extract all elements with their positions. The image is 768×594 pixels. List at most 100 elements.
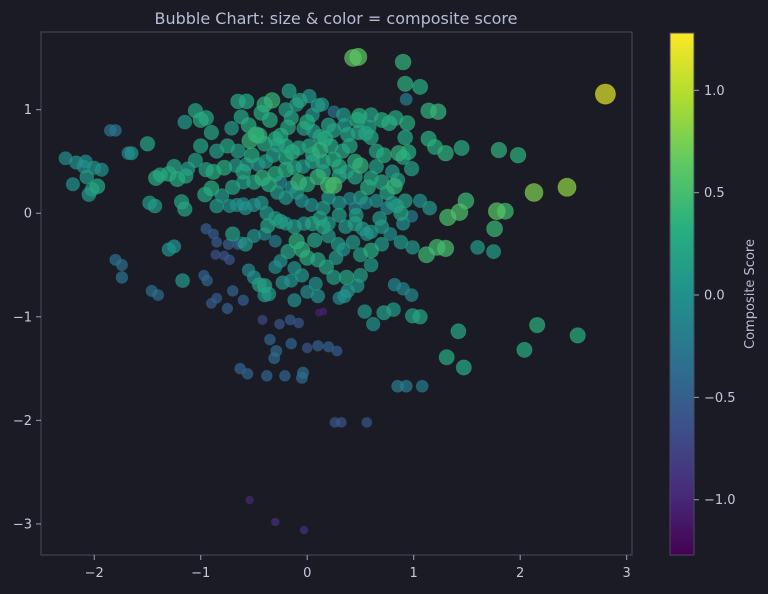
bubble-point [455, 359, 472, 376]
bubble-point [429, 103, 447, 120]
bubble-point [420, 130, 437, 147]
bubble-point [284, 314, 296, 326]
bubble-point [285, 337, 298, 350]
bubble-point [524, 183, 544, 202]
bubble-point [147, 198, 163, 214]
bubble-point [270, 344, 283, 357]
bubble-point [415, 379, 429, 393]
bubble-point [294, 268, 310, 283]
bubble-point [177, 114, 193, 130]
bubble-point [292, 92, 308, 109]
bubble-point [299, 525, 309, 535]
bubble-point [373, 112, 390, 129]
bubble-point [509, 146, 527, 164]
bubble-point [345, 234, 361, 250]
bubble-point [145, 284, 158, 297]
bubble-point [438, 349, 455, 366]
colorbar-label: Composite Score [743, 239, 758, 349]
x-tick-label: −2 [85, 566, 104, 581]
y-tick-label: −2 [13, 414, 32, 429]
bubble-point [363, 242, 380, 259]
bubble-point [94, 162, 109, 177]
bubble-point [315, 218, 331, 235]
bubble-point [161, 242, 177, 257]
bubble-point [375, 147, 392, 164]
bubble-point [260, 217, 276, 234]
bubble-point [347, 216, 363, 232]
bubble-point [296, 366, 310, 379]
bubble-point [203, 124, 220, 141]
bubble-point [211, 292, 223, 304]
bubble-point [257, 314, 268, 325]
bubble-point [399, 115, 416, 132]
bubble-point [238, 236, 253, 252]
bubble-point [490, 141, 508, 159]
bubble-point [263, 92, 281, 109]
bubble-point [487, 202, 506, 221]
bubble-point [147, 169, 164, 186]
bubble-point [359, 179, 376, 196]
bubble-point [225, 226, 241, 242]
bubble-point [308, 276, 323, 291]
bubble-point [453, 139, 470, 156]
bubble-point [275, 275, 291, 290]
bubble-point [341, 137, 358, 154]
bubble-point [314, 308, 323, 317]
bubble-point [369, 193, 384, 208]
bubble-point [241, 367, 254, 380]
bubble-point [299, 114, 316, 131]
bubble-point [320, 117, 337, 133]
bubble-point [393, 205, 409, 221]
bubble-point [311, 141, 329, 159]
bubble-point [237, 294, 250, 306]
bubble-point [403, 160, 420, 177]
bubble-point [272, 213, 289, 230]
bubble-point [357, 304, 373, 319]
bubble-point [205, 163, 222, 180]
bubble-point [281, 83, 297, 99]
bubble-point [391, 379, 405, 393]
bubble-point [270, 517, 280, 527]
bubble-point [264, 333, 276, 346]
bubble-point [412, 193, 428, 209]
bubble-point [238, 93, 255, 110]
bubble-point [318, 259, 335, 275]
bubble-point [268, 234, 282, 248]
bubble-point [352, 157, 369, 174]
bubble-point [450, 323, 467, 340]
bubble-point [349, 47, 368, 66]
bubble-point [397, 129, 414, 146]
bubble-point [224, 179, 241, 196]
bubble-point [376, 305, 392, 321]
bubble-point [200, 223, 212, 235]
bubble-point [387, 277, 402, 292]
bubble-point [349, 112, 366, 129]
bubble-point [486, 244, 502, 260]
bubble-point [124, 146, 139, 161]
colorbar-tick-label: 0.5 [704, 186, 725, 201]
bubble-point [274, 318, 285, 330]
bubble-point [307, 232, 323, 248]
bubble-point [279, 369, 291, 382]
bubble-point [353, 190, 368, 206]
bubble-point [211, 236, 223, 248]
bubble-point [399, 92, 413, 106]
axes-frame [40, 31, 633, 556]
bubble-point [363, 129, 379, 146]
bubble-point [177, 201, 193, 217]
bubble-point [277, 161, 294, 178]
bubble-point [437, 144, 454, 162]
bubble-point [335, 416, 347, 428]
bubble-point [284, 144, 301, 161]
bubble-point [245, 495, 254, 505]
bubble-point [412, 309, 428, 325]
bubble-point [290, 173, 308, 191]
bubble-point [412, 78, 429, 95]
y-tick-label: −1 [13, 310, 32, 325]
bubble-point [256, 278, 273, 294]
bubble-point [352, 267, 368, 283]
bubble-point [386, 178, 403, 195]
bubble-point [214, 188, 230, 204]
bubble-point [103, 124, 117, 137]
